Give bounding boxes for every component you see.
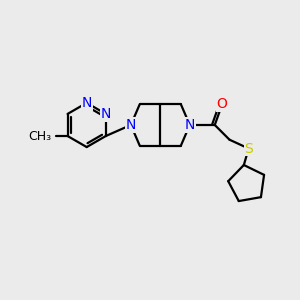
Text: N: N bbox=[126, 118, 136, 132]
Text: N: N bbox=[184, 118, 195, 132]
Text: O: O bbox=[217, 98, 228, 111]
Text: N: N bbox=[100, 107, 111, 121]
Text: S: S bbox=[244, 142, 253, 155]
Text: N: N bbox=[82, 96, 92, 110]
Text: CH₃: CH₃ bbox=[28, 130, 51, 142]
